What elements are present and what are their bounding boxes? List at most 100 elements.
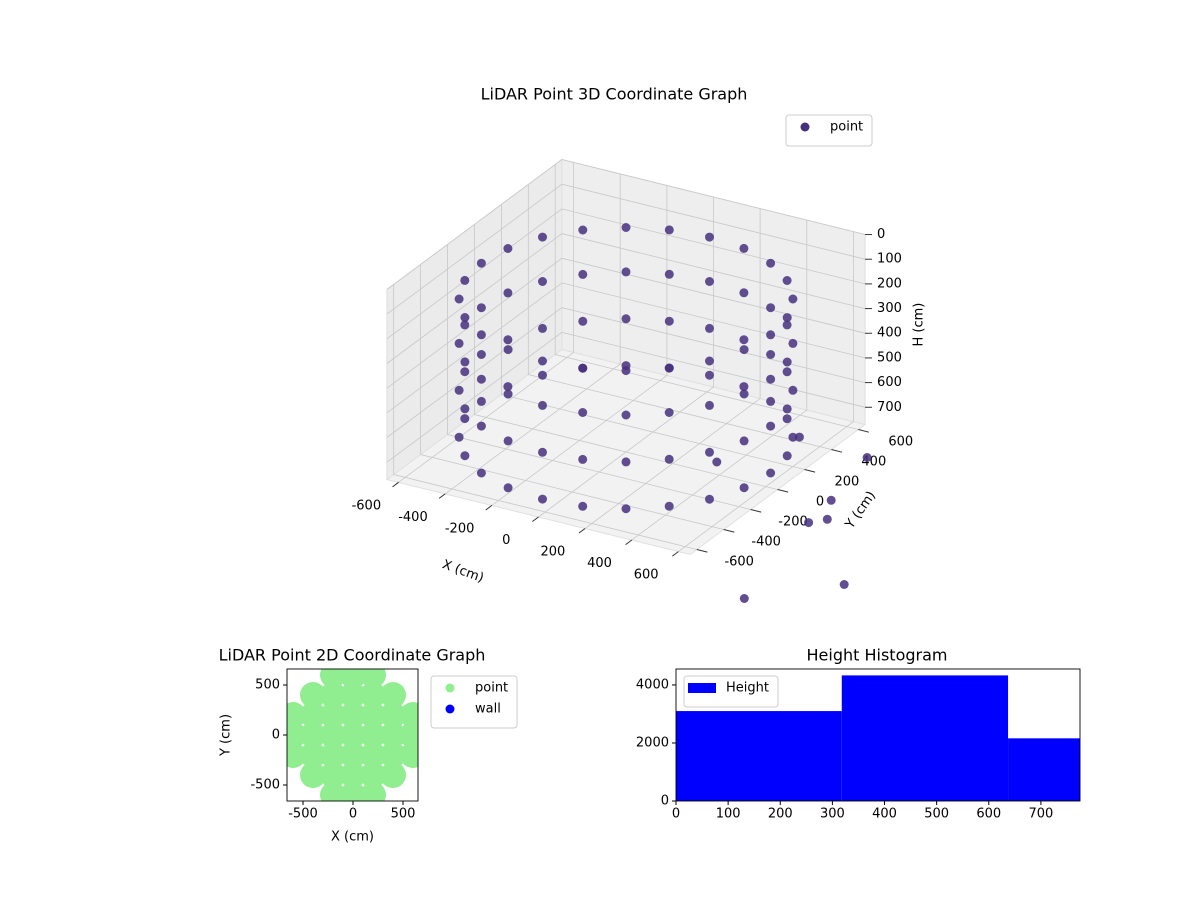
x-tick bbox=[485, 504, 493, 511]
point bbox=[664, 269, 674, 279]
x-tick-label: 200 bbox=[768, 807, 793, 822]
point bbox=[739, 483, 749, 493]
grid-line bbox=[386, 331, 866, 463]
point bbox=[400, 722, 418, 748]
point bbox=[320, 782, 346, 801]
x-tick-label: -400 bbox=[398, 510, 428, 525]
point bbox=[538, 370, 547, 380]
y-tick-label: -500 bbox=[250, 778, 280, 793]
point bbox=[621, 314, 631, 324]
point bbox=[460, 451, 470, 461]
point bbox=[360, 782, 386, 801]
point bbox=[578, 225, 588, 235]
point bbox=[621, 410, 631, 420]
grid-line bbox=[491, 185, 668, 506]
z-tick-label: 400 bbox=[877, 326, 902, 341]
point bbox=[320, 682, 346, 708]
point bbox=[862, 453, 872, 462]
point bbox=[782, 451, 792, 461]
point bbox=[360, 762, 386, 788]
point bbox=[538, 356, 547, 366]
point bbox=[826, 495, 836, 505]
point bbox=[360, 682, 386, 708]
x-tick-label: 0 bbox=[502, 533, 510, 548]
point bbox=[503, 382, 513, 392]
point bbox=[300, 682, 326, 708]
point bbox=[300, 762, 326, 788]
x-tick-label: 700 bbox=[1028, 807, 1053, 822]
grid-line bbox=[444, 174, 621, 495]
point bbox=[380, 682, 406, 708]
point bbox=[705, 400, 714, 410]
x-tick-label: 500 bbox=[924, 807, 949, 822]
point bbox=[476, 396, 486, 406]
point bbox=[454, 432, 464, 442]
chart-title: LiDAR Point 3D Coordinate Graph bbox=[481, 85, 748, 104]
grid-line bbox=[386, 183, 866, 315]
legend: Height bbox=[683, 675, 779, 708]
point bbox=[739, 288, 749, 298]
point bbox=[839, 580, 849, 589]
point bbox=[621, 504, 631, 514]
point bbox=[739, 382, 749, 392]
grid-line bbox=[386, 233, 866, 364]
point bbox=[705, 277, 714, 286]
x-tick bbox=[532, 516, 539, 522]
legend: point bbox=[785, 114, 873, 147]
point bbox=[705, 232, 714, 242]
point bbox=[340, 722, 366, 748]
point bbox=[794, 432, 804, 442]
point bbox=[287, 742, 306, 768]
point bbox=[503, 244, 513, 253]
grid-line bbox=[473, 224, 778, 490]
legend-swatch bbox=[688, 683, 716, 693]
point bbox=[664, 408, 674, 417]
point bbox=[538, 400, 547, 410]
legend-box bbox=[785, 114, 873, 147]
point bbox=[788, 294, 798, 304]
point bbox=[300, 742, 326, 768]
point bbox=[454, 385, 464, 395]
point bbox=[705, 370, 714, 380]
x-tick bbox=[392, 481, 399, 488]
point bbox=[380, 762, 406, 788]
point bbox=[578, 501, 588, 511]
y-tick bbox=[696, 549, 708, 553]
x-tick bbox=[672, 551, 679, 557]
point bbox=[460, 275, 470, 285]
x-tick-label: -200 bbox=[445, 521, 475, 536]
point bbox=[621, 223, 631, 232]
x-tick-label: 200 bbox=[540, 544, 565, 559]
point bbox=[766, 468, 776, 478]
point bbox=[788, 432, 798, 442]
grid-line bbox=[386, 257, 866, 389]
point bbox=[538, 447, 547, 457]
point bbox=[300, 702, 326, 728]
point bbox=[476, 374, 486, 384]
bar bbox=[1008, 738, 1080, 801]
point bbox=[476, 468, 486, 478]
point bbox=[766, 350, 776, 359]
grid-line bbox=[631, 220, 808, 541]
point bbox=[320, 742, 346, 768]
points bbox=[287, 669, 418, 801]
point bbox=[503, 288, 513, 298]
legend-marker bbox=[800, 122, 810, 132]
legend-label: wall bbox=[475, 702, 501, 717]
grid bbox=[386, 159, 866, 552]
x-tick-label: -500 bbox=[288, 807, 318, 822]
point bbox=[476, 303, 486, 313]
point bbox=[766, 374, 776, 384]
point bbox=[782, 320, 792, 330]
y-tick bbox=[858, 429, 870, 433]
chart-title: LiDAR Point 2D Coordinate Graph bbox=[219, 646, 486, 665]
grid-line bbox=[584, 208, 761, 529]
x-tick-label: 100 bbox=[716, 807, 741, 822]
point bbox=[460, 404, 470, 414]
point bbox=[664, 454, 674, 464]
y-tick-label: 0 bbox=[272, 728, 280, 743]
point bbox=[788, 385, 798, 395]
y-tick-label: 4000 bbox=[636, 677, 669, 692]
y-tick bbox=[723, 529, 735, 533]
